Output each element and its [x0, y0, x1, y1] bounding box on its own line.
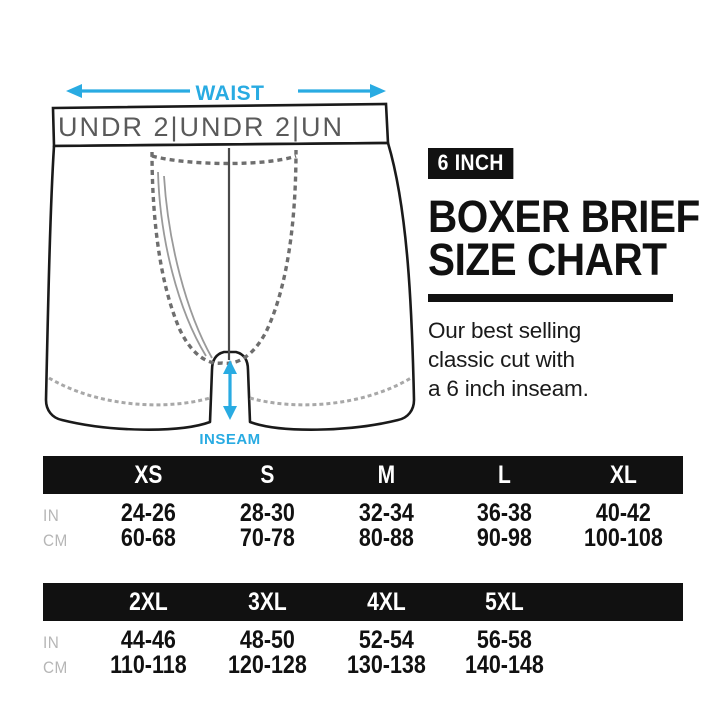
- table-row: CM 110-118 120-128 130-138 140-148: [43, 653, 683, 678]
- page-title-line-2: SIZE CHART: [428, 234, 667, 286]
- product-description: Our best selling classic cut with a 6 in…: [428, 317, 680, 403]
- right-leg-hem: [249, 376, 412, 407]
- table-row: CM 60-68 70-78 80-88 90-98 100-108: [43, 526, 683, 551]
- measurement-cell: 140-148: [465, 651, 545, 679]
- measurement-cell: 44-46: [120, 626, 176, 654]
- title-column: 6 INCH BOXER BRIEF SIZE CHART Our best s…: [428, 148, 700, 404]
- measurement-cell: 130-138: [346, 651, 426, 679]
- size-table-extended: 2XL 3XL 4XL 5XL IN 44-46 48-50 52-54 56-…: [43, 583, 683, 678]
- measurement-cell: 28-30: [239, 499, 295, 527]
- description-line-1: Our best selling: [428, 318, 582, 344]
- size-header-row: XS S M L XL: [43, 456, 683, 494]
- measurement-cell: 24-26: [120, 499, 176, 527]
- inseam-length-badge: 6 INCH: [428, 148, 514, 179]
- page-title: BOXER BRIEF SIZE CHART: [428, 194, 700, 286]
- measurement-cell: 56-58: [477, 626, 533, 654]
- measurement-cell: 70-78: [239, 524, 295, 552]
- measurement-cell: 52-54: [358, 626, 414, 654]
- measurement-cell: 90-98: [477, 524, 533, 552]
- waist-measure-arrow: [66, 84, 386, 98]
- left-leg-hem: [48, 376, 211, 407]
- page-title-line-1: BOXER BRIEF: [428, 191, 700, 242]
- description-line-3: a 6 inch inseam.: [428, 375, 589, 401]
- size-header-cell: M: [377, 460, 395, 489]
- waistband-brand-text: UNDR 2|UNDR 2|UN: [58, 112, 344, 142]
- waist-label: WAIST: [196, 82, 265, 105]
- fly-seam-inner: [163, 175, 213, 359]
- measurement-cell: 60-68: [120, 524, 176, 552]
- measurement-cell: 80-88: [358, 524, 414, 552]
- pouch-seam: [150, 149, 298, 366]
- unit-label-in: IN: [43, 633, 60, 652]
- size-header-cell: S: [260, 460, 275, 489]
- measurement-cell: 100-108: [584, 524, 664, 552]
- size-header-row: 2XL 3XL 4XL 5XL: [43, 583, 683, 621]
- unit-label-cm: CM: [43, 531, 68, 550]
- size-header-cell: XS: [134, 460, 163, 489]
- size-header-cell: 5XL: [485, 587, 525, 616]
- title-divider: [428, 294, 673, 303]
- size-header-cell: L: [498, 460, 512, 489]
- pouch-top-seam: [151, 154, 297, 166]
- size-header-cell: 2XL: [129, 587, 168, 616]
- inseam-label: INSEAM: [199, 431, 260, 448]
- unit-label-in: IN: [43, 506, 60, 525]
- size-header-cell: 3XL: [247, 587, 287, 616]
- measurement-cell: 48-50: [239, 626, 295, 654]
- fly-seam-outer: [157, 171, 207, 357]
- inseam-measure-arrow: [223, 360, 237, 420]
- size-header-cell: XL: [610, 460, 638, 489]
- table-row: IN 24-26 28-30 32-34 36-38 40-42: [43, 501, 683, 526]
- unit-label-cm: CM: [43, 658, 68, 677]
- measurement-cell: 120-128: [227, 651, 307, 679]
- size-header-cell: 4XL: [366, 587, 406, 616]
- measurement-cell: 40-42: [596, 499, 652, 527]
- measurement-cell: 32-34: [358, 499, 414, 527]
- description-line-2: classic cut with: [428, 347, 575, 373]
- measurement-cell: 36-38: [477, 499, 533, 527]
- table-row: IN 44-46 48-50 52-54 56-58: [43, 628, 683, 653]
- size-table-standard: XS S M L XL IN 24-26 28-30 32-34 36-38 4…: [43, 456, 683, 551]
- measurement-cell: 110-118: [110, 651, 187, 679]
- boxer-brief-illustration: UNDR 2|UNDR 2|UN WAIST INSEAM: [40, 60, 420, 455]
